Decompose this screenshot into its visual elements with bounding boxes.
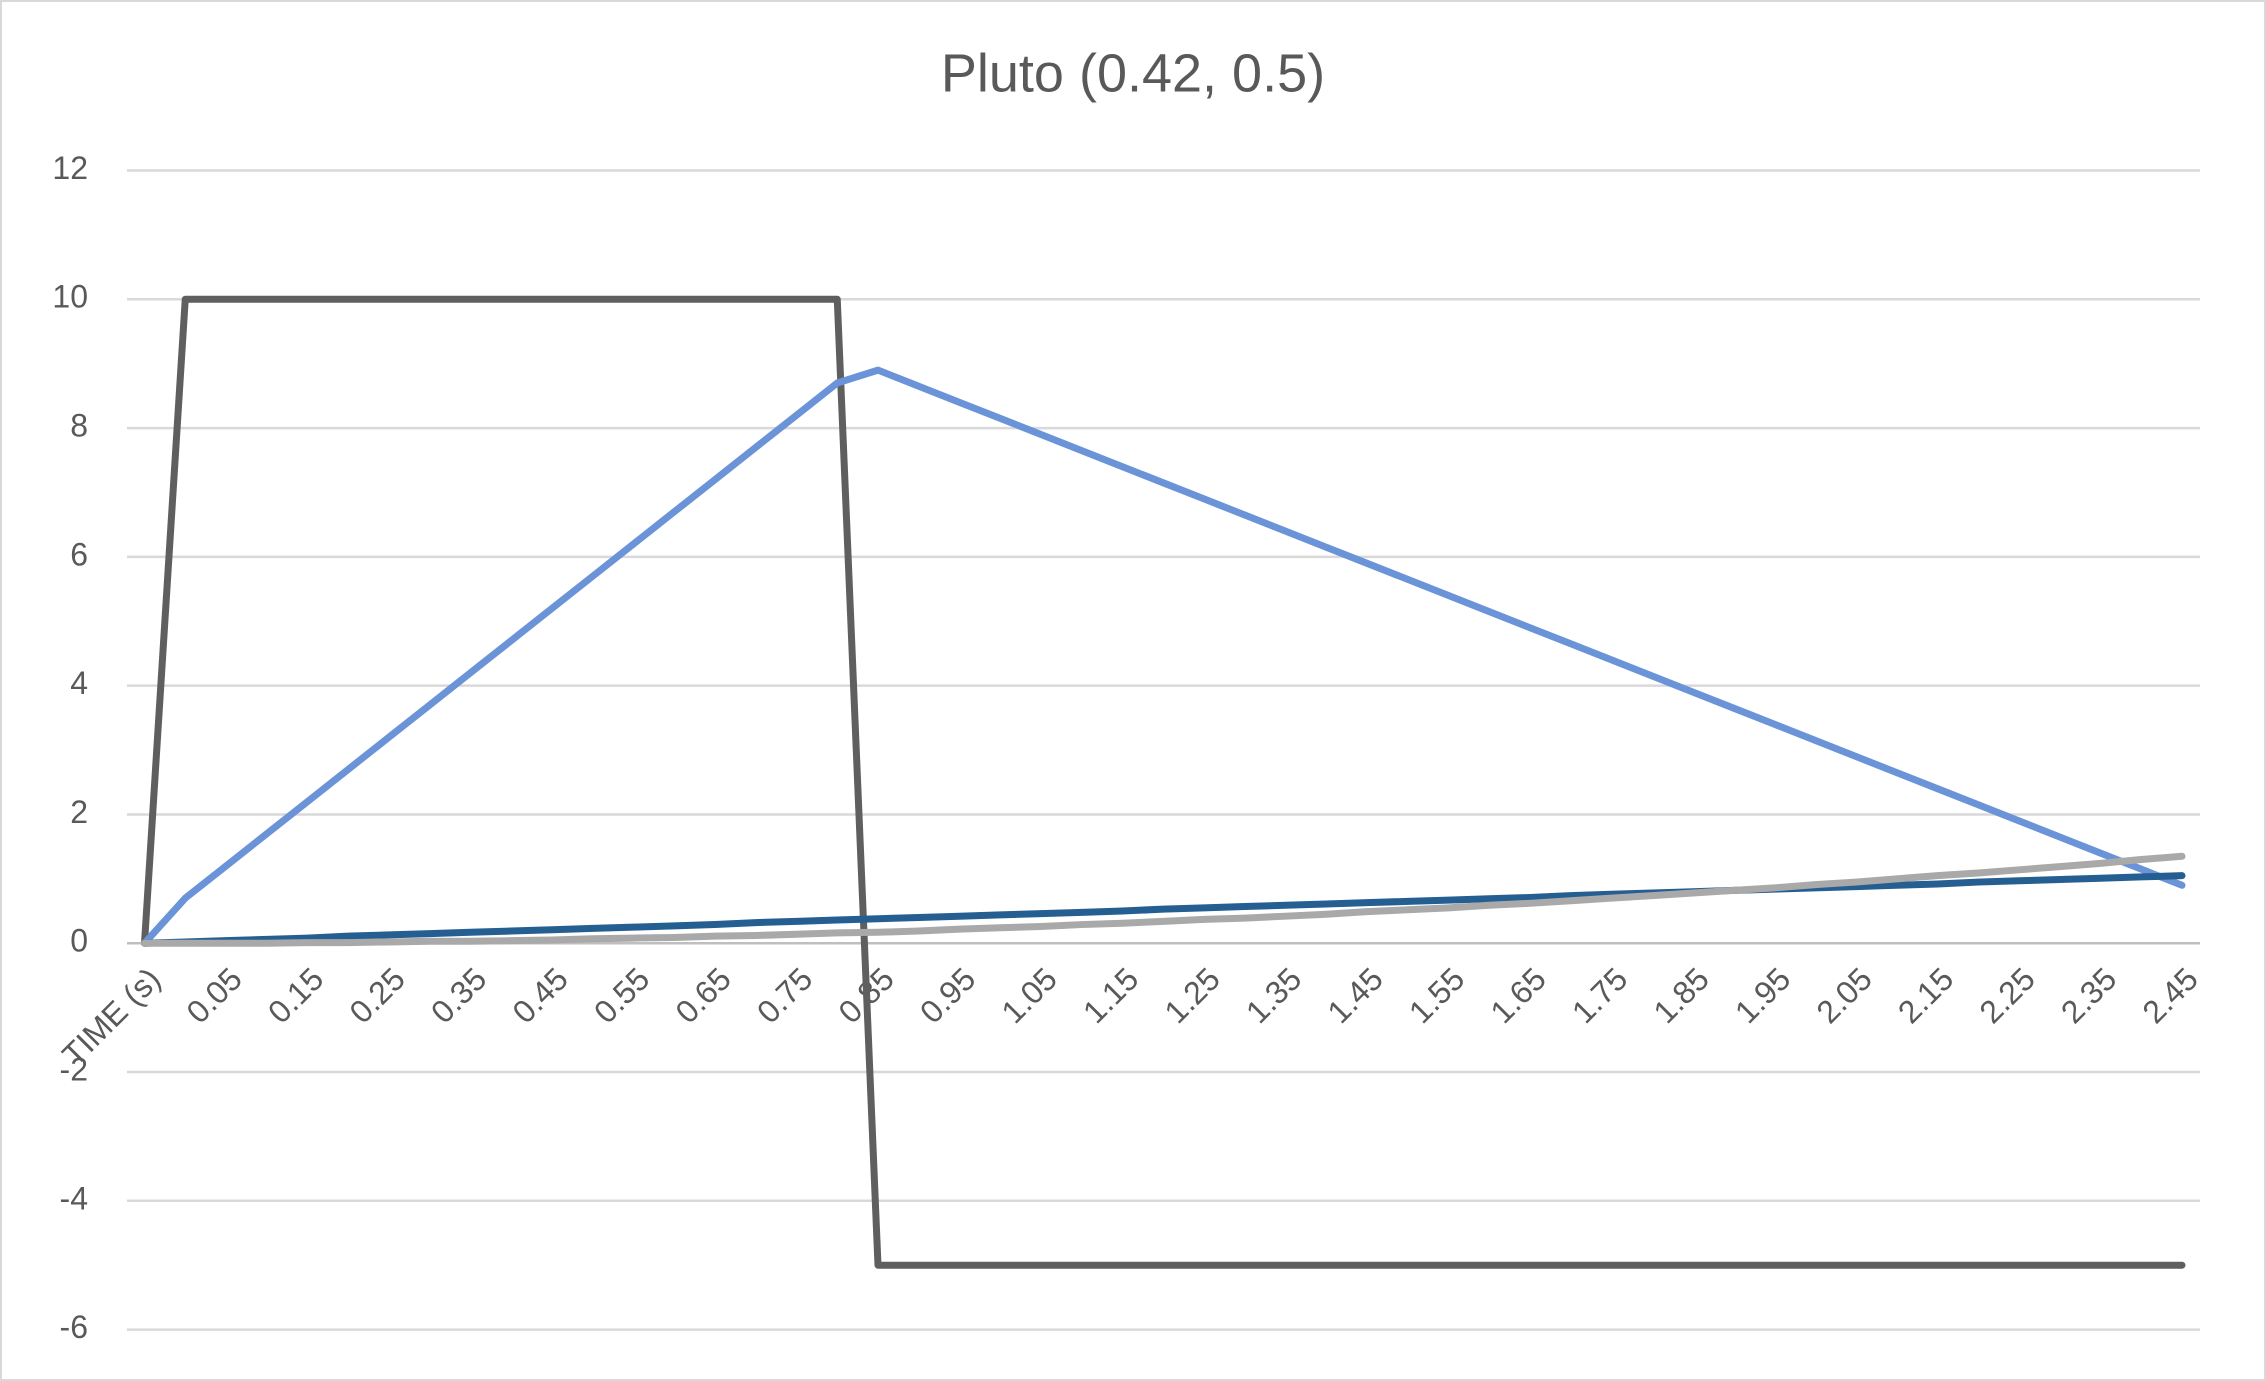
y-tick-label: -6 — [60, 1309, 88, 1345]
series-line — [141, 852, 2186, 947]
y-tick-label: -4 — [60, 1180, 88, 1216]
series-line — [141, 872, 2186, 947]
series-line — [141, 366, 2186, 947]
y-tick-label: -2 — [60, 1051, 88, 1087]
y-tick-label: 12 — [52, 150, 88, 186]
chart-title: Pluto (0.42, 0.5) — [941, 43, 1325, 103]
y-tick-label: 2 — [70, 794, 88, 830]
y-tick-label: 4 — [70, 665, 88, 701]
y-tick-label: 0 — [70, 923, 88, 959]
y-tick-label: 8 — [70, 408, 88, 444]
series-line — [141, 295, 2186, 1269]
y-tick-label: 6 — [70, 536, 88, 572]
y-tick-label: 10 — [52, 279, 88, 315]
